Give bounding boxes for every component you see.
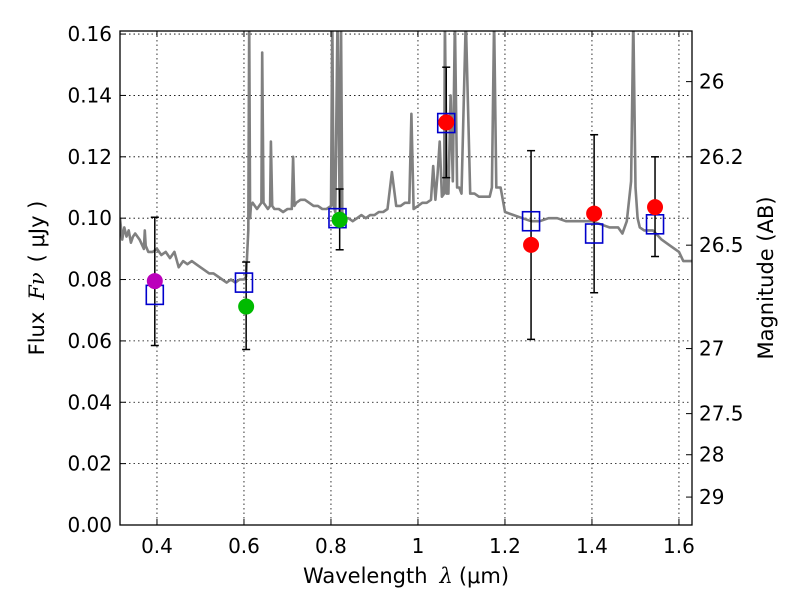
model-square <box>584 223 604 244</box>
y-tick-label: 0.04 <box>67 390 112 414</box>
x-tick-label: 1.4 <box>576 534 608 558</box>
y2-tick-label: 29 <box>699 485 724 509</box>
x-tick-label: 1.6 <box>663 534 695 558</box>
y-tick-label: 0.10 <box>67 206 112 230</box>
y2-tick-label: 27.5 <box>699 402 744 426</box>
observed-point <box>331 211 348 228</box>
y-tick-label: 0.00 <box>67 513 112 537</box>
y-tick-label: 0.02 <box>67 452 112 476</box>
plot-frame <box>119 30 693 526</box>
observed-point <box>146 273 163 290</box>
observed-point <box>586 205 603 222</box>
x-tick-label: 0.8 <box>315 534 347 558</box>
observed-point <box>238 298 255 315</box>
y2-tick-label: 26 <box>699 70 724 94</box>
model-square <box>234 272 254 293</box>
y-tick-label: 0.16 <box>67 22 112 46</box>
y-tick-label: 0.12 <box>67 145 112 169</box>
y-tick-label: 0.06 <box>67 329 112 353</box>
x-tick-label: 0.6 <box>228 534 260 558</box>
y-axis-title: FluxFν( μJy ) <box>25 201 49 356</box>
model-square <box>436 112 456 134</box>
x-tick-label: 1 <box>412 534 425 558</box>
x-axis-title: Wavelength λ (μm) <box>303 564 509 588</box>
observed-point <box>438 114 455 131</box>
marker-layer <box>145 112 665 315</box>
y-tick-label: 0.14 <box>67 83 112 107</box>
model-square <box>521 210 541 232</box>
axis-ticks: 0.4 0.6 0.8 1 1.2 1.4 1.6 0.00 0.02 0.04 0.06 0.08 0… <box>67 22 743 558</box>
y2-tick-label: 26.2 <box>699 145 744 169</box>
y2-tick-label: 27 <box>699 337 724 361</box>
observed-point <box>523 236 540 253</box>
y2-tick-label: 26.5 <box>699 233 744 257</box>
y-tick-label: 0.08 <box>67 268 112 292</box>
observed-point <box>647 199 664 216</box>
y2-tick-label: 28 <box>699 443 724 467</box>
x-tick-label: 0.4 <box>141 534 173 558</box>
x-tick-label: 1.2 <box>489 534 521 558</box>
y2-axis-title: Magnitude (AB) <box>754 196 778 359</box>
